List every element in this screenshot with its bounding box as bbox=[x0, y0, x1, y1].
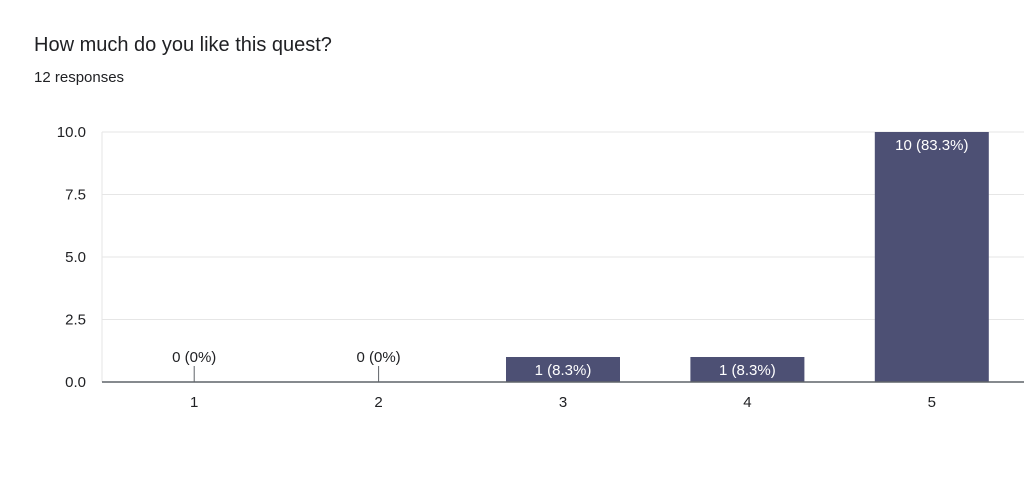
bar bbox=[874, 132, 989, 382]
y-tick-label: 5.0 bbox=[65, 249, 86, 266]
x-tick-label: 3 bbox=[559, 394, 567, 411]
data-label: 0 (0%) bbox=[357, 349, 401, 366]
x-tick-label: 5 bbox=[928, 394, 936, 411]
data-label: 1 (8.3%) bbox=[535, 362, 592, 379]
y-tick-label: 10.0 bbox=[57, 124, 86, 141]
question-title: How much do you like this quest? bbox=[34, 34, 332, 56]
response-count: 12 responses bbox=[34, 69, 125, 86]
x-tick-label: 4 bbox=[743, 394, 751, 411]
bar bbox=[506, 357, 620, 382]
data-label: 1 (8.3%) bbox=[719, 362, 776, 379]
x-tick-label: 1 bbox=[190, 394, 198, 411]
y-tick-label: 7.5 bbox=[65, 187, 86, 204]
y-tick-label: 0.0 bbox=[65, 374, 86, 391]
x-tick-label: 2 bbox=[374, 394, 382, 411]
data-label: 0 (0%) bbox=[172, 349, 216, 366]
y-tick-label: 2.5 bbox=[65, 312, 86, 329]
data-label: 10 (83.3%) bbox=[895, 137, 968, 154]
bar bbox=[690, 357, 805, 382]
